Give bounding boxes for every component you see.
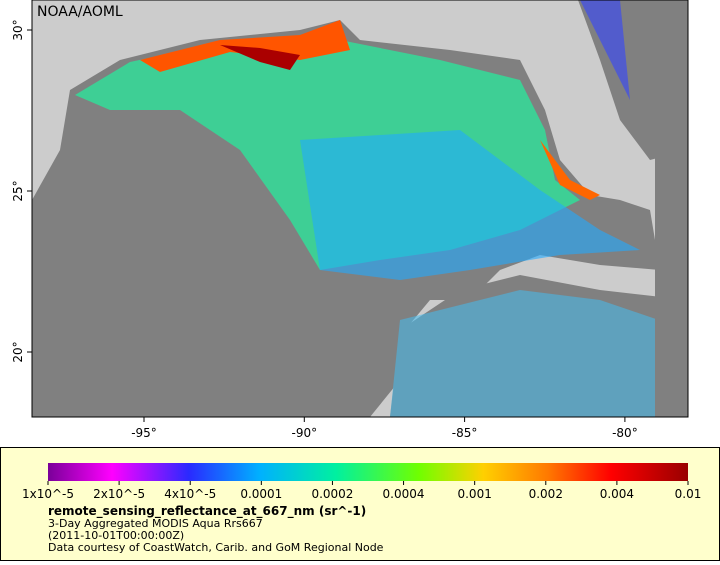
colorbar-tick-label: 4x10^-5 (164, 487, 216, 501)
colorbar-tick-label: 1x10^-5 (22, 487, 74, 501)
lon-tick-label: -80° (612, 426, 638, 440)
legend: 1x10^-5 2x10^-5 4x10^-5 0.0001 0.0002 0.0004 0… (0, 447, 720, 561)
time: (2011-10-01T00:00:00Z) (48, 529, 184, 542)
lon-tick-label: -90° (291, 426, 317, 440)
colorbar-tick-label: 0.004 (600, 487, 634, 501)
map-frame (31, 0, 689, 418)
lat-tick-label: 25° (11, 180, 25, 201)
colorbar-tick-label: 0.0004 (383, 487, 425, 501)
map: NOAA/AOML (31, 0, 689, 418)
variable: remote_sensing_reflectance_at_667_nm (sr… (48, 504, 366, 519)
reflectance-coast (540, 140, 600, 200)
source: Data courtesy of CoastWatch, Carib. and … (48, 541, 384, 554)
colorbar (48, 463, 688, 481)
lon-tick-label: -85° (452, 426, 478, 440)
colorbar-tick-label: 0.01 (675, 487, 702, 501)
reflectance-coast (140, 20, 350, 72)
colorbar-tick-label: 2x10^-5 (93, 487, 145, 501)
colorbar-ticks: 1x10^-5 2x10^-5 4x10^-5 0.0001 0.0002 0.0004 0… (22, 481, 701, 501)
reflectance-field (580, 0, 630, 100)
colorbar-tick-label: 0.001 (457, 487, 491, 501)
colorbar-tick-label: 0.0002 (311, 487, 353, 501)
reflectance-field (390, 290, 688, 417)
lon-axis: -95° -90° -85° -80° (131, 417, 638, 440)
description: 3-Day Aggregated MODIS Aqua Rrs667 (48, 517, 263, 530)
reflectance-coast (220, 45, 300, 70)
lon-tick-label: -95° (131, 426, 157, 440)
no-data (655, 0, 688, 417)
lat-axis: 30° 25° 20° (11, 19, 32, 363)
colorbar-tick-label: 0.002 (529, 487, 563, 501)
colorbar-tick-label: 0.0001 (240, 487, 282, 501)
lat-tick-label: 20° (11, 341, 25, 362)
credit: NOAA/AOML (37, 4, 123, 20)
reflectance-field (300, 130, 640, 280)
lat-tick-label: 30° (11, 19, 25, 40)
